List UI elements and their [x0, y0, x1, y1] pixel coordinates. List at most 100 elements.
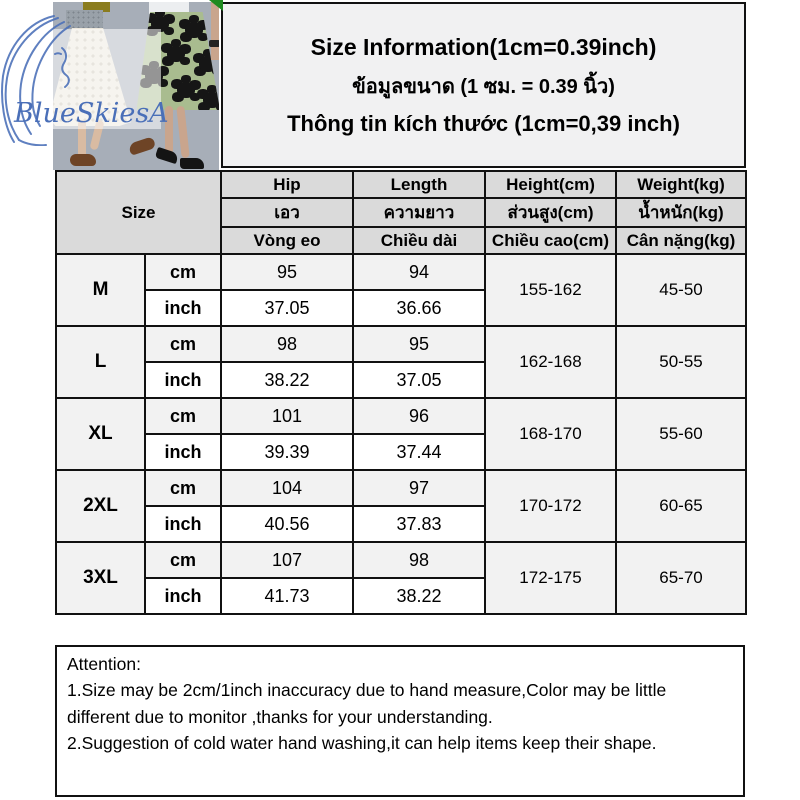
- left-model-waistband: [66, 10, 103, 30]
- attention-line-2: 2.Suggestion of cold water hand washing,…: [67, 732, 657, 753]
- unit-inch: inch: [144, 361, 222, 399]
- right-model-leg: [176, 105, 190, 159]
- size-label-xl: XL: [55, 397, 146, 471]
- hip-value: 38.22: [220, 361, 354, 399]
- title-box: Size Information(1cm=0.39inch) ข้อมูลขนา…: [221, 2, 746, 168]
- watermark-text: BlueSkiesA: [13, 98, 169, 129]
- hip-value: 41.73: [220, 577, 354, 615]
- size-label-l: L: [55, 325, 146, 399]
- flower-print: [167, 46, 185, 62]
- right-model-arm: [211, 2, 219, 60]
- wristwatch: [209, 40, 219, 47]
- col-header-height-th: ส่วนสูง(cm): [484, 197, 617, 228]
- left-model-top: [83, 2, 110, 12]
- length-value: 95: [352, 325, 486, 363]
- table-row: inch 40.56 37.83: [56, 505, 746, 543]
- table-row: inch 41.73 38.22: [56, 577, 746, 615]
- table-row: M cm 95 94 155-162 45-50: [55, 253, 747, 327]
- table-row: XL cm 101 96 168-170 55-60: [55, 397, 747, 471]
- flower-print: [151, 16, 169, 32]
- hip-value: 101: [220, 397, 354, 435]
- length-value: 98: [352, 541, 486, 579]
- col-header-length-vi: Chiều dài: [352, 226, 486, 255]
- col-header-hip-th: เอว: [220, 197, 354, 228]
- product-photo: [53, 2, 219, 170]
- flower-print: [177, 82, 195, 98]
- length-value: 37.44: [352, 433, 486, 471]
- unit-inch: inch: [144, 505, 222, 543]
- table-row: 2XL cm 104 97 170-172 60-65: [55, 469, 747, 543]
- title-thai: ข้อมูลขนาด (1 ซม. = 0.39 นิ้ว): [352, 75, 615, 98]
- table-row: inch 39.39 37.44: [56, 433, 746, 471]
- right-model-leg: [165, 106, 173, 154]
- attention-line-1: 1.Size may be 2cm/1inch inaccuracy due t…: [67, 680, 667, 727]
- weight-range: 55-60: [615, 397, 747, 471]
- col-header-length-th: ความยาว: [352, 197, 486, 228]
- unit-inch: inch: [144, 289, 222, 327]
- flower-print: [203, 92, 219, 108]
- table-row: L cm 98 95 162-168 50-55: [55, 325, 747, 399]
- col-header-hip-vi: Vòng eo: [220, 226, 354, 255]
- header-row-thai: เอว ความยาว ส่วนสูง(cm) น้ำหนัก(kg): [56, 197, 747, 228]
- table-row: inch 38.22 37.05: [56, 361, 746, 399]
- col-header-height: Height(cm): [484, 170, 617, 199]
- weight-range: 60-65: [615, 469, 747, 543]
- hip-value: 98: [220, 325, 354, 363]
- col-header-length: Length: [352, 170, 486, 199]
- green-corner-flag: [209, 0, 223, 11]
- weight-range: 50-55: [615, 325, 747, 399]
- col-header-height-vi: Chiều cao(cm): [484, 226, 617, 255]
- hip-value: 39.39: [220, 433, 354, 471]
- length-value: 96: [352, 397, 486, 435]
- col-header-weight-vi: Cân nặng(kg): [615, 226, 747, 255]
- height-range: 155-162: [484, 253, 617, 327]
- length-value: 97: [352, 469, 486, 507]
- size-corner-cell: Size: [55, 170, 222, 255]
- length-value: 36.66: [352, 289, 486, 327]
- blueskiesa-watermark-logo: BlueSkiesA: [1, 15, 169, 146]
- left-model-shoe: [70, 154, 96, 166]
- weight-range: 45-50: [615, 253, 747, 327]
- right-model-heel: [154, 146, 180, 165]
- right-model-top: [149, 2, 189, 14]
- weight-range: 65-70: [615, 541, 747, 615]
- unit-cm: cm: [144, 325, 222, 363]
- title-english: Size Information(1cm=0.39inch): [310, 33, 657, 60]
- unit-cm: cm: [144, 397, 222, 435]
- hair-swirl-art: [1, 15, 71, 146]
- size-label-3xl: 3XL: [55, 541, 146, 615]
- col-header-weight-th: น้ำหนัก(kg): [615, 197, 747, 228]
- length-value: 37.83: [352, 505, 486, 543]
- hip-value: 107: [220, 541, 354, 579]
- table-row: 3XL cm 107 98 172-175 65-70: [55, 541, 747, 615]
- hip-value: 95: [220, 253, 354, 291]
- unit-inch: inch: [144, 577, 222, 615]
- col-header-hip: Hip: [220, 170, 354, 199]
- unit-cm: cm: [144, 469, 222, 507]
- length-value: 38.22: [352, 577, 486, 615]
- white-translucent-overlay: [53, 29, 161, 129]
- height-range: 168-170: [484, 397, 617, 471]
- title-vietnamese: Thông tin kích thước (1cm=0,39 inch): [287, 110, 680, 136]
- header-row-english: Size Hip Length Height(cm) Weight(kg): [55, 170, 747, 255]
- hip-value: 40.56: [220, 505, 354, 543]
- unit-cm: cm: [144, 253, 222, 291]
- right-model-heel: [180, 158, 204, 169]
- length-value: 94: [352, 253, 486, 291]
- unit-inch: inch: [144, 433, 222, 471]
- length-value: 37.05: [352, 361, 486, 399]
- header-row-vietnamese: Vòng eo Chiều dài Chiều cao(cm) Cân nặng…: [56, 226, 747, 255]
- height-range: 170-172: [484, 469, 617, 543]
- left-model-leg: [78, 120, 86, 162]
- attention-box: Attention: 1.Size may be 2cm/1inch inacc…: [55, 645, 745, 797]
- height-range: 172-175: [484, 541, 617, 615]
- size-label-2xl: 2XL: [55, 469, 146, 543]
- unit-cm: cm: [144, 541, 222, 579]
- hip-value: 104: [220, 469, 354, 507]
- col-header-weight: Weight(kg): [615, 170, 747, 199]
- right-model-green-skirt: [137, 12, 219, 110]
- hip-value: 37.05: [220, 289, 354, 327]
- table-row: inch 37.05 36.66: [56, 289, 746, 327]
- attention-heading: Attention:: [67, 654, 141, 674]
